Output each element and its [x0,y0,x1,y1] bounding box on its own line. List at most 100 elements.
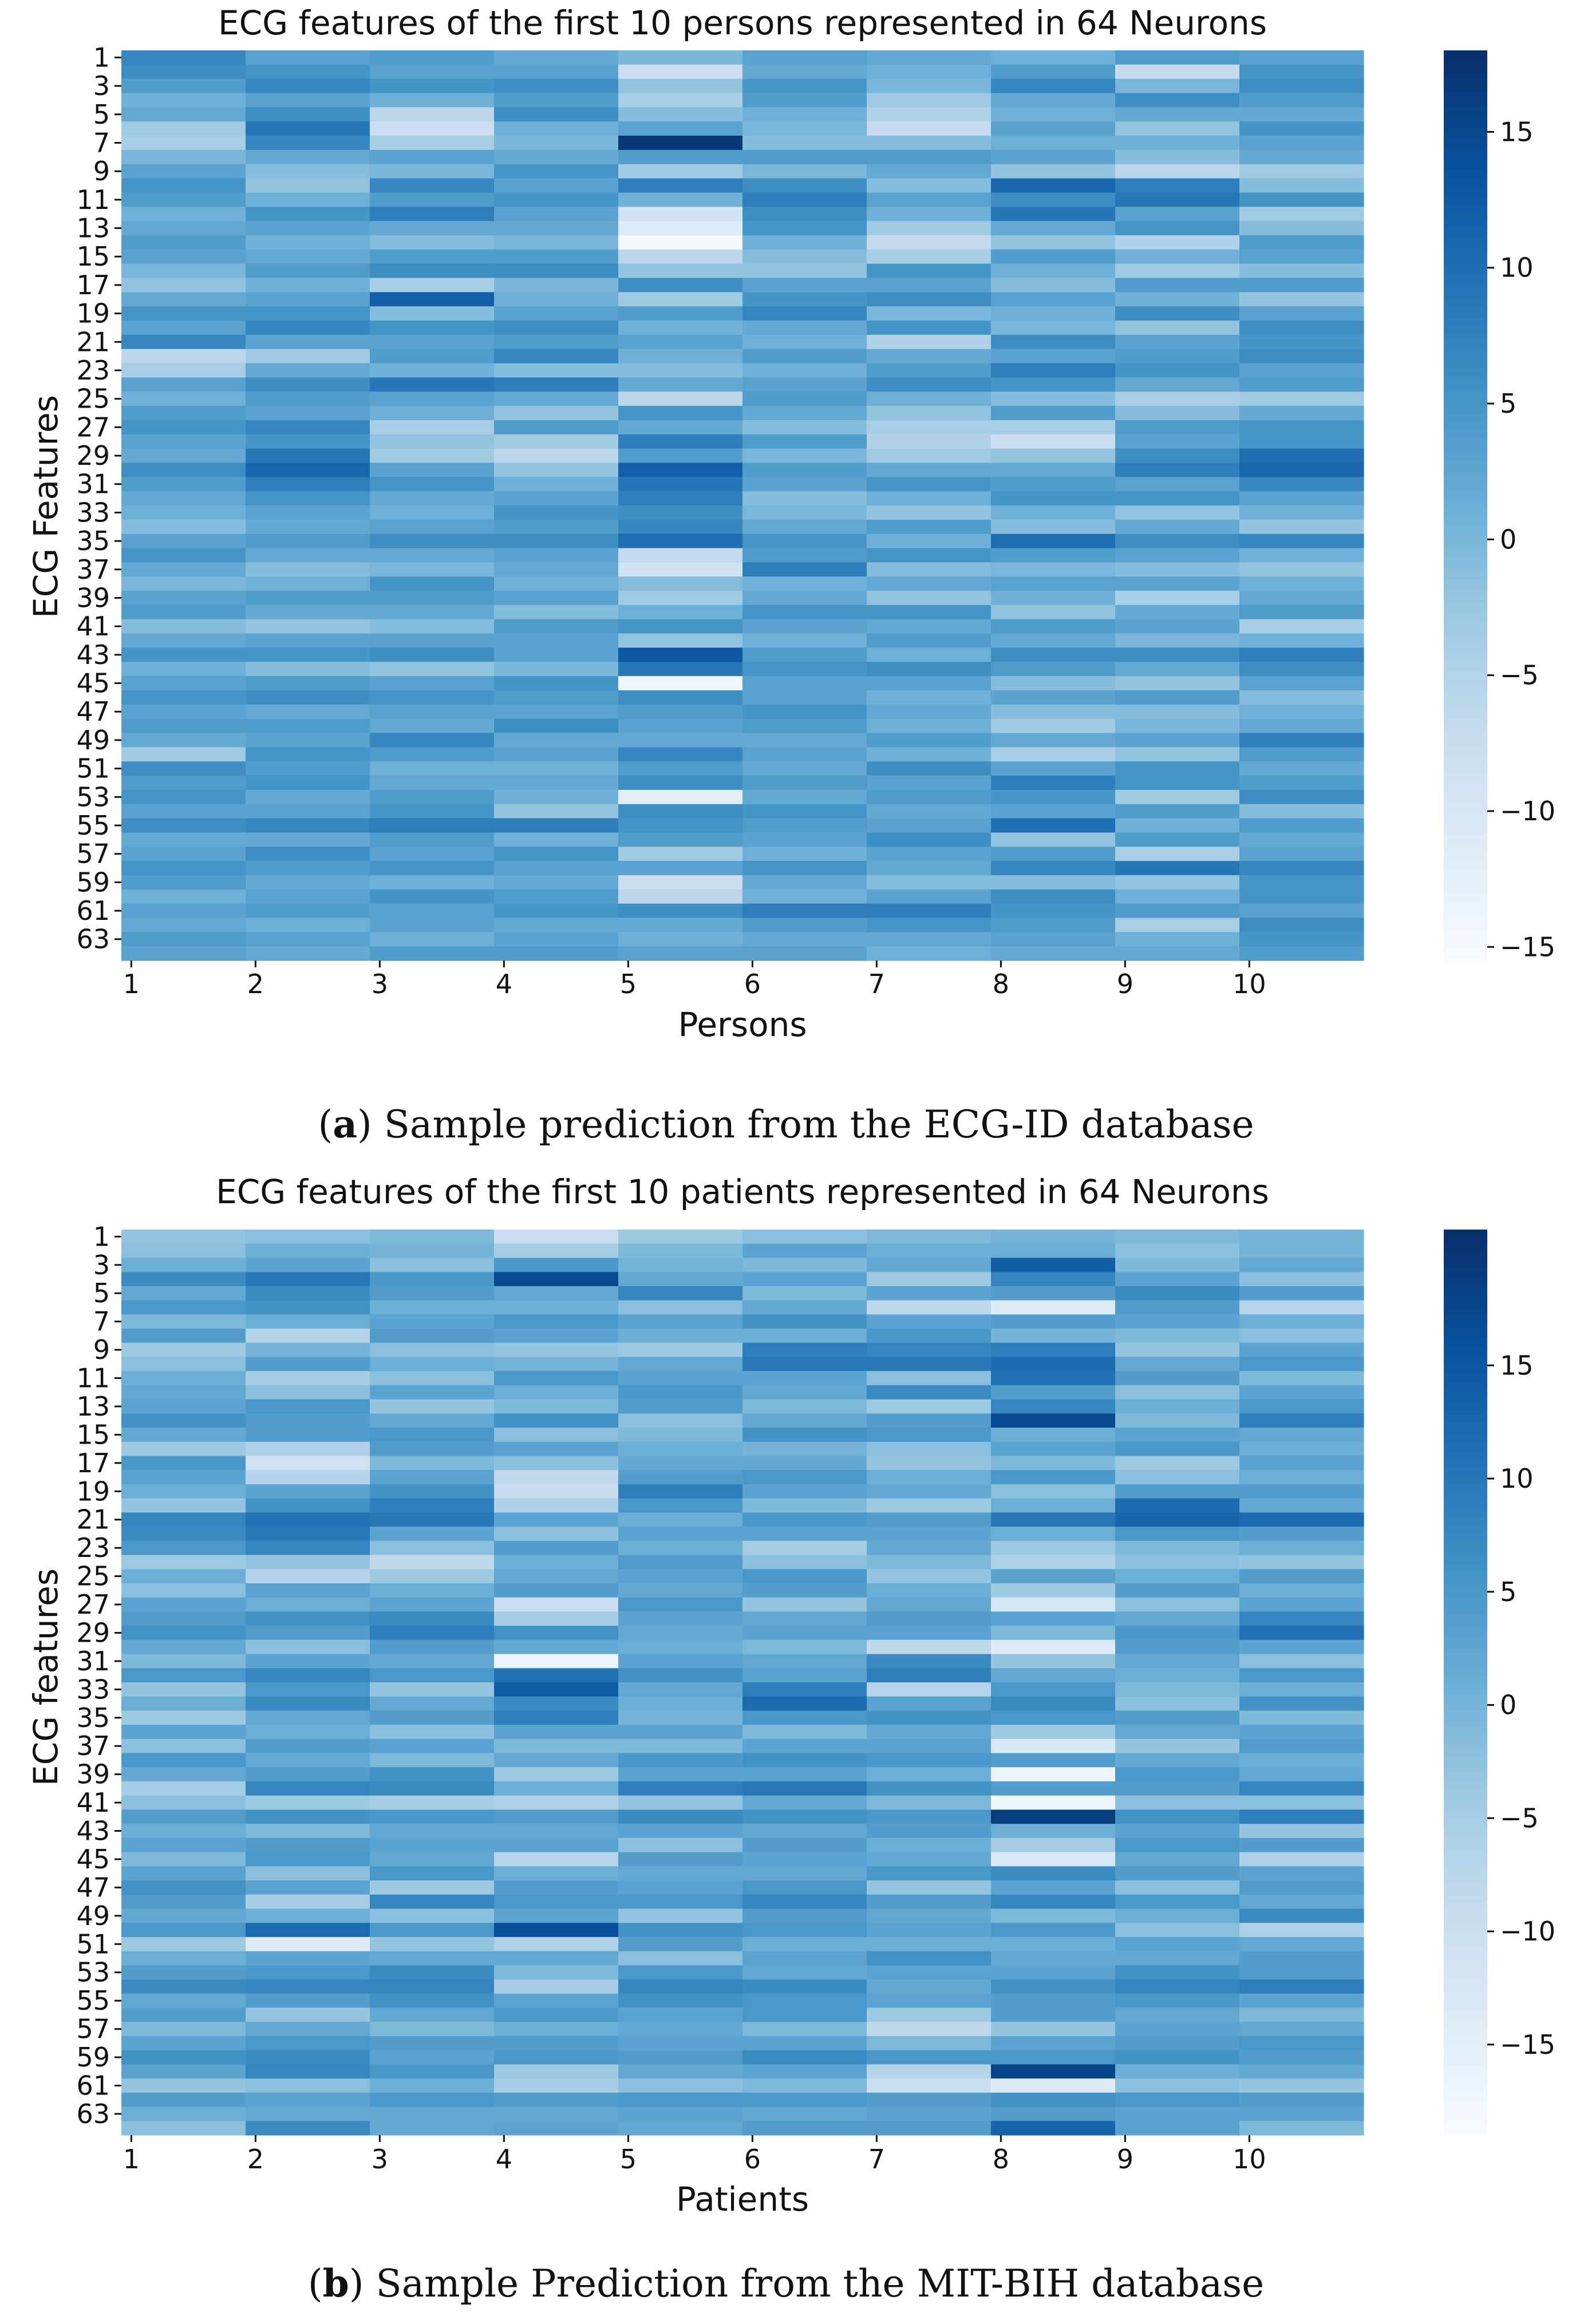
heatmap-cell [494,918,619,932]
heatmap-cell [991,1512,1116,1527]
heatmap-cell [121,1300,246,1315]
colorbar-segment [1444,1258,1487,1264]
heatmap-cell [494,263,619,279]
heatmap-cell [1239,50,1364,65]
heatmap-cell [867,207,992,222]
heatmap-cell [1239,1555,1364,1570]
heatmap-cell [246,1880,370,1895]
heatmap-cell [1115,363,1240,378]
colorbar-segment [1444,1926,1487,1932]
colorbar-segment [1444,1693,1487,1700]
colorbar-segment [1444,864,1487,870]
heatmap-cell [742,377,867,392]
colorbar-segment [1444,500,1487,506]
colorbar-segment [1444,789,1487,796]
heatmap-cell [867,804,992,819]
heatmap-cell [246,1795,370,1811]
heatmap-cell [1239,1654,1364,1669]
heatmap-cell [246,1767,370,1782]
figure-b: ECG features of the first 10 patients re… [0,1168,1572,2324]
colorbar-segment [1444,2067,1487,2074]
heatmap-cell [742,491,867,506]
heatmap-cell [246,2078,370,2093]
heatmap-cell [867,562,992,577]
heatmap-cell [494,1470,619,1485]
heatmap-cell [494,761,619,776]
heatmap-cell [742,704,867,720]
heatmap-cell [121,690,246,705]
y-tick-label: 63 [76,2098,110,2129]
caption-text: Sample Prediction from the MIT-BIH datab… [364,2262,1265,2306]
chart-title: ECG features of the first 10 patients re… [216,1172,1269,1211]
colorbar-segment [1444,1467,1487,1473]
heatmap-cell [618,662,743,677]
heatmap-cell [246,804,370,819]
heatmap-cell [1239,747,1364,762]
colorbar-segment [1444,1365,1487,1372]
heatmap-cell [370,1639,495,1655]
heatmap-cell [246,107,370,122]
heatmap-cell [991,776,1116,791]
heatmap-cell [246,1852,370,1867]
heatmap-cell [867,1908,992,1923]
heatmap-cell [867,2092,992,2108]
y-tick-label: 5 [93,99,110,130]
heatmap-cell [742,78,867,94]
heatmap-cell [370,136,495,151]
heatmap-cell [494,562,619,577]
heatmap-cell [370,676,495,691]
heatmap-cell [991,1428,1116,1442]
heatmap-cell [991,562,1116,577]
heatmap-cell [867,1738,992,1754]
heatmap-cell [991,576,1116,591]
colorbar-segment [1444,698,1487,705]
colorbar-segment [1444,1331,1487,1338]
heatmap-cell [370,576,495,591]
heatmap-cell [121,50,246,65]
heatmap-cell [991,1371,1116,1386]
heatmap-cell [494,1569,619,1584]
heatmap-cell [1239,1951,1364,1966]
colorbar-segment [1444,528,1487,535]
heatmap-cell [370,107,495,122]
heatmap-cell [1115,1230,1240,1244]
heatmap-cell [494,1540,619,1556]
caption-text: Sample prediction from the ECG-ID databa… [372,1102,1254,1147]
heatmap-cell [370,519,495,535]
heatmap-cell [1239,1342,1364,1358]
heatmap-cell [370,207,495,222]
heatmap-cell [867,918,992,932]
colorbar-segment [1444,1778,1487,1785]
heatmap-cell [121,804,246,819]
y-tick-label: 31 [76,1646,110,1677]
heatmap-cell [1239,78,1364,94]
heatmap-cell [618,903,743,919]
heatmap-cell [867,1527,992,1542]
colorbar-segment [1444,1608,1487,1615]
heatmap-cell [370,1993,495,2009]
heatmap-cell [121,832,246,847]
y-tick-label: 35 [76,1702,110,1733]
heatmap-cell [991,1272,1116,1287]
heatmap-cell [121,889,246,904]
heatmap-cell [742,1993,867,2009]
heatmap-cell [370,1583,495,1598]
colorbar-segment [1444,875,1487,882]
heatmap-cell [618,647,743,662]
heatmap-cell [1115,78,1240,94]
heatmap-cell [1115,164,1240,179]
heatmap-cell [618,1527,743,1542]
y-tick-label: 19 [76,1476,110,1507]
heatmap-cell [1115,2022,1240,2037]
colorbar-segment [1444,56,1487,62]
heatmap-cell [991,50,1116,65]
heatmap-cell [370,321,495,335]
colorbar-segment [1444,301,1487,307]
y-tick-label: 11 [76,1363,110,1394]
heatmap-cell [991,2050,1116,2065]
heatmap-cell [121,946,246,961]
heatmap-cell [742,932,867,947]
heatmap-cell [867,1795,992,1811]
heatmap-cell [1115,633,1240,649]
heatmap-cell [370,1809,495,1824]
